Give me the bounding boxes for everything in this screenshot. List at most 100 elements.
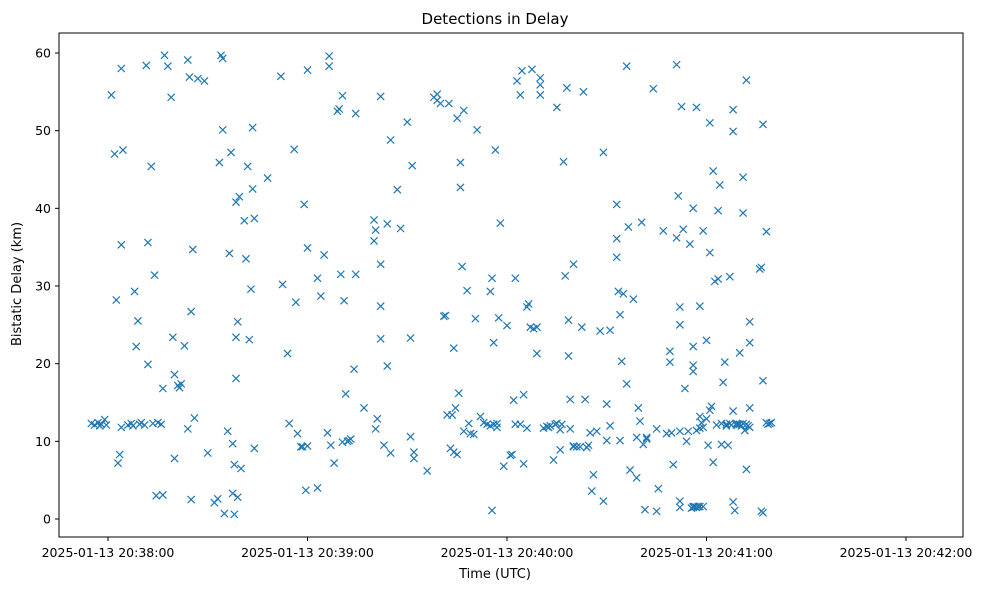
data-point bbox=[702, 336, 711, 345]
data-point bbox=[507, 450, 517, 459]
marker-stroke bbox=[376, 260, 385, 269]
data-point bbox=[606, 421, 615, 430]
data-point bbox=[376, 92, 385, 101]
marker-stroke bbox=[371, 226, 380, 235]
data-point bbox=[692, 426, 701, 435]
marker-stroke bbox=[536, 90, 545, 99]
data-point bbox=[527, 65, 536, 74]
marker-stroke bbox=[115, 450, 124, 459]
data-point bbox=[386, 135, 395, 145]
marker-stroke bbox=[569, 442, 578, 451]
data-point bbox=[128, 421, 137, 430]
marker-stroke bbox=[444, 99, 453, 108]
marker-stroke bbox=[245, 335, 254, 344]
y-tick-label: 10 bbox=[35, 434, 51, 449]
marker-stroke bbox=[522, 424, 531, 433]
marker-stroke bbox=[675, 320, 684, 329]
data-point bbox=[303, 243, 312, 252]
data-point bbox=[230, 510, 239, 519]
marker-stroke bbox=[376, 334, 385, 343]
data-point bbox=[143, 238, 152, 247]
data-point bbox=[406, 432, 415, 441]
marker-stroke bbox=[250, 444, 259, 453]
data-point bbox=[685, 240, 694, 249]
data-point bbox=[506, 451, 515, 460]
data-point bbox=[637, 218, 646, 227]
marker-stroke bbox=[225, 249, 234, 258]
marker-stroke bbox=[622, 62, 631, 71]
data-point bbox=[745, 403, 754, 412]
data-point bbox=[502, 321, 512, 330]
data-point bbox=[371, 424, 380, 433]
marker-stroke bbox=[705, 248, 714, 257]
marker-stroke bbox=[323, 428, 332, 437]
data-point bbox=[346, 434, 355, 444]
marker-stroke bbox=[695, 302, 704, 311]
marker-stroke bbox=[158, 490, 167, 499]
marker-stroke bbox=[218, 54, 227, 63]
data-point bbox=[188, 245, 197, 254]
marker-stroke bbox=[283, 349, 292, 358]
data-point bbox=[739, 173, 748, 182]
data-point bbox=[190, 414, 199, 423]
marker-stroke bbox=[757, 263, 766, 272]
data-point bbox=[735, 348, 744, 357]
data-point bbox=[619, 289, 628, 298]
data-point bbox=[157, 420, 166, 429]
data-point bbox=[489, 338, 498, 347]
marker-stroke bbox=[724, 441, 733, 450]
marker-stroke bbox=[745, 403, 754, 412]
data-point bbox=[325, 52, 334, 61]
y-axis: 0 10 20 30 40 50 60 bbox=[35, 46, 59, 527]
marker-stroke bbox=[190, 414, 199, 423]
marker-stroke bbox=[303, 66, 312, 75]
marker-stroke bbox=[153, 418, 162, 427]
data-point bbox=[350, 365, 359, 374]
marker-stroke bbox=[107, 90, 116, 99]
marker-stroke bbox=[446, 444, 455, 453]
marker-stroke bbox=[187, 307, 196, 316]
data-point bbox=[325, 62, 334, 71]
marker-stroke bbox=[714, 274, 723, 284]
marker-stroke bbox=[659, 226, 668, 235]
data-point bbox=[118, 146, 127, 155]
data-point bbox=[577, 323, 586, 332]
data-point bbox=[371, 226, 380, 235]
marker-stroke bbox=[217, 51, 226, 60]
marker-stroke bbox=[218, 125, 227, 134]
marker-stroke bbox=[177, 379, 186, 388]
data-point bbox=[612, 253, 621, 262]
marker-stroke bbox=[617, 357, 626, 366]
data-point bbox=[376, 260, 385, 269]
data-point bbox=[569, 260, 578, 269]
marker-stroke bbox=[532, 349, 541, 358]
marker-stroke bbox=[674, 191, 683, 200]
data-point bbox=[436, 99, 445, 108]
data-point bbox=[556, 425, 565, 434]
marker-stroke bbox=[493, 419, 502, 428]
marker-stroke bbox=[486, 287, 495, 296]
data-point bbox=[672, 233, 681, 242]
data-point bbox=[185, 73, 194, 82]
marker-stroke bbox=[118, 146, 127, 155]
marker-stroke bbox=[705, 118, 714, 127]
data-point bbox=[403, 118, 412, 127]
data-point bbox=[699, 502, 708, 511]
marker-stroke bbox=[343, 437, 352, 446]
marker-stroke bbox=[373, 414, 382, 423]
data-point bbox=[675, 302, 684, 311]
marker-stroke bbox=[479, 418, 488, 427]
marker-stroke bbox=[677, 102, 686, 111]
data-point bbox=[556, 445, 565, 454]
marker-stroke bbox=[235, 192, 244, 201]
data-point bbox=[228, 489, 237, 498]
marker-stroke bbox=[130, 287, 139, 296]
data-point bbox=[246, 285, 255, 294]
data-point bbox=[669, 460, 678, 469]
marker-stroke bbox=[734, 420, 743, 429]
data-point bbox=[187, 307, 196, 316]
marker-stroke bbox=[679, 225, 688, 234]
data-point bbox=[652, 507, 661, 516]
marker-stroke bbox=[330, 459, 339, 468]
